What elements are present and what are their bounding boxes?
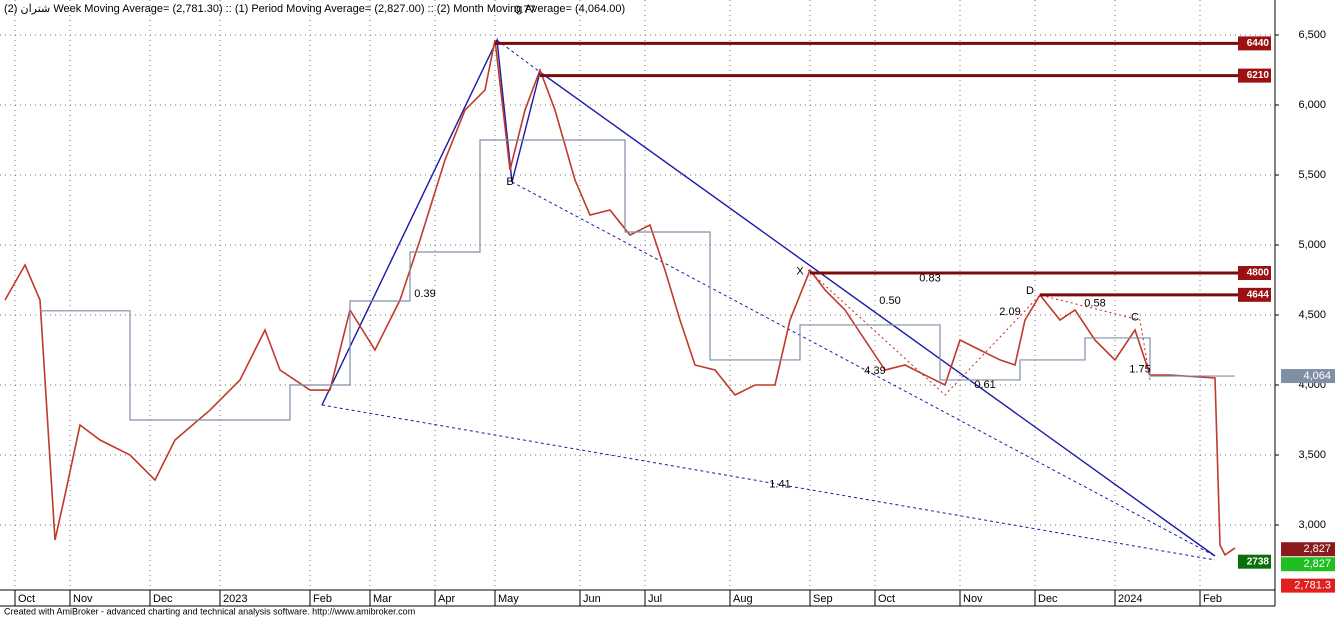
month-ma-line (40, 139, 1235, 421)
price-line (4, 39, 1236, 557)
x-tick-label: 2024 (1118, 593, 1142, 605)
y-tick-label: 5,500 (1298, 169, 1326, 181)
x-tick-label: Oct (18, 593, 35, 605)
x-tick-label: Jun (583, 593, 601, 605)
level-label: 4644 (1247, 289, 1270, 300)
annotation: 0.50 (879, 295, 900, 307)
x-tick-label: Oct (878, 593, 895, 605)
x-tick-label: Dec (153, 593, 173, 605)
y-tick-label: 3,000 (1298, 519, 1326, 531)
value-box (1238, 554, 1271, 569)
x-tick-label: Feb (1203, 593, 1222, 605)
y-tick-label: 6,500 (1298, 29, 1326, 41)
annotation: 4.39 (864, 365, 885, 377)
trend-line-dashed (321, 39, 498, 406)
annotation: X (796, 266, 804, 278)
y-tick-label: 6,000 (1298, 99, 1326, 111)
annotation: 0.61 (974, 379, 995, 391)
level-box (1238, 68, 1271, 83)
level-box (1238, 287, 1271, 302)
annotation: C (1131, 312, 1139, 324)
x-tick-label: Nov (73, 593, 93, 605)
value-label: 2,827 (1303, 543, 1331, 555)
x-tick-label: Dec (1038, 593, 1058, 605)
trend-line (321, 37, 1216, 557)
level-label: 6440 (1247, 38, 1270, 49)
y-tick-label: 4,500 (1298, 309, 1326, 321)
value-box (1281, 578, 1335, 593)
value-label: 4,064 (1303, 370, 1331, 382)
annotation: 0.77 (514, 4, 535, 16)
x-tick-label: Mar (373, 593, 392, 605)
x-tick-label: Apr (438, 593, 455, 605)
trend-line-dashed (511, 181, 1216, 557)
footer: Created with AmiBroker - advanced charti… (4, 606, 415, 616)
value-box (1281, 369, 1335, 384)
value-label: 2,827 (1303, 558, 1331, 570)
trend-line-dashed (496, 39, 541, 73)
annotation: 1.41 (769, 478, 790, 490)
annotation: 0.58 (1084, 298, 1105, 310)
annotation: 0.39 (414, 288, 435, 300)
value-label: 2,781.3 (1294, 580, 1331, 592)
value-box (1281, 542, 1335, 557)
level-label: 6210 (1247, 70, 1270, 81)
trend-line-dashed (321, 404, 1216, 561)
x-tick-label: 2023 (223, 593, 247, 605)
harmonic-pattern (807, 269, 1151, 396)
value-label: 2738 (1247, 556, 1270, 567)
value-box (1281, 557, 1335, 572)
level-box (1238, 36, 1271, 51)
y-tick-label: 3,500 (1298, 449, 1326, 461)
annotation: 1.75 (1129, 364, 1150, 376)
x-tick-label: Aug (733, 593, 753, 605)
annotation: 0.83 (919, 273, 940, 285)
x-tick-label: Jul (648, 593, 662, 605)
annotation: D (1026, 285, 1034, 297)
x-tick-label: May (498, 593, 519, 605)
level-box (1238, 266, 1271, 280)
annotation: B (506, 176, 513, 188)
level-label: 4800 (1247, 268, 1270, 279)
y-tick-label: 5,000 (1298, 239, 1326, 251)
x-tick-label: Sep (813, 593, 833, 605)
x-tick-label: Nov (963, 593, 983, 605)
chart-title: شتران (2) Week Moving Average= (2,781.30… (4, 3, 625, 15)
x-tick-label: Feb (313, 593, 332, 605)
annotation: 2.09 (999, 306, 1020, 318)
